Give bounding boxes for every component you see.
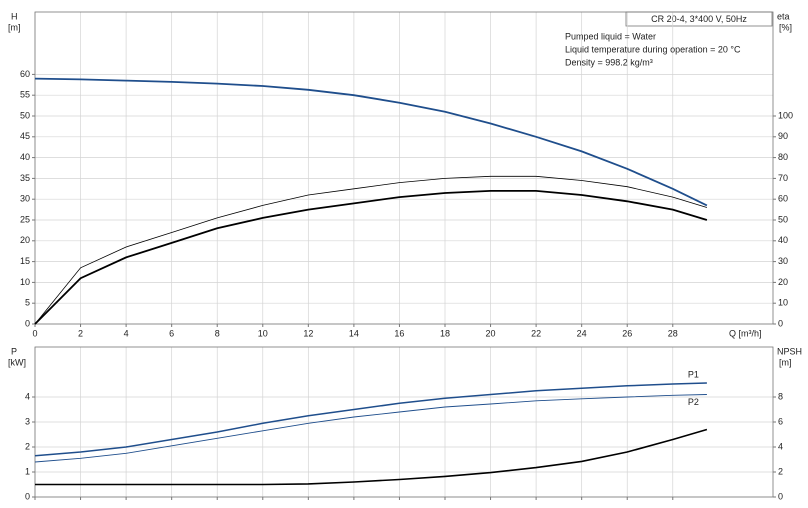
y-tick-label: 50 [20, 110, 30, 120]
y2-tick-label: 30 [778, 256, 788, 266]
y2-tick-label: 8 [778, 391, 783, 401]
x-tick-label: 12 [303, 328, 313, 338]
y2-tick-label: 40 [778, 235, 788, 245]
y2-tick-label: 100 [778, 110, 793, 120]
y2-tick-label: 90 [778, 131, 788, 141]
x-tick-label: 16 [394, 328, 404, 338]
plot-frame [34, 11, 774, 325]
y-tick-label: 30 [20, 194, 30, 204]
y2-axis-unit: [%] [779, 22, 792, 32]
series-label: P1 [688, 369, 699, 379]
y-axis-unit: [m] [8, 22, 21, 32]
y2-tick-label: 50 [778, 214, 788, 224]
y-tick-label: 25 [20, 214, 30, 224]
series-label: P2 [688, 397, 699, 407]
x-tick-label: 28 [668, 328, 678, 338]
y2-tick-label: 6 [778, 416, 783, 426]
y2-tick-label: 80 [778, 152, 788, 162]
x-tick-label: 22 [531, 328, 541, 338]
y2-tick-label: 70 [778, 173, 788, 183]
y-tick-label: 2 [25, 441, 30, 451]
y2-tick-label: 0 [778, 318, 783, 328]
y-tick-label: 1 [25, 466, 30, 476]
x-tick-label: 14 [349, 328, 359, 338]
y-tick-label: 5 [25, 298, 30, 308]
y-tick-label: 40 [20, 152, 30, 162]
y-axis-unit: [kW] [8, 357, 26, 367]
y2-axis-unit: [m] [779, 357, 792, 367]
y2-axis-label: NPSH [777, 346, 802, 356]
y-tick-label: 55 [20, 90, 30, 100]
y2-tick-label: 2 [778, 466, 783, 476]
y-tick-label: 0 [25, 318, 30, 328]
series-line [34, 394, 707, 463]
x-tick-label: 2 [78, 328, 83, 338]
y-tick-label: 15 [20, 256, 30, 266]
y-tick-label: 4 [25, 391, 30, 401]
y-tick-label: 45 [20, 131, 30, 141]
x-tick-label: 24 [577, 328, 587, 338]
y-tick-label: 10 [20, 277, 30, 287]
series-line [34, 77, 708, 207]
y-axis-label: P [11, 346, 17, 356]
series-line [34, 190, 708, 325]
series-line [35, 428, 708, 486]
x-tick-label: 6 [169, 328, 174, 338]
x-tick-label: 4 [124, 328, 129, 338]
x-tick-label: 26 [622, 328, 632, 338]
annotation: Density = 998.2 kg/m³ [565, 57, 653, 67]
y-tick-label: 20 [20, 235, 30, 245]
x-tick-label: 10 [258, 328, 268, 338]
x-axis-label: Q [m³/h] [729, 328, 762, 338]
series-line [34, 382, 707, 457]
x-tick-label: 20 [486, 328, 496, 338]
y2-tick-label: 60 [778, 194, 788, 204]
annotation: Pumped liquid = Water [565, 31, 656, 41]
y-tick-label: 0 [25, 491, 30, 501]
y2-tick-label: 4 [778, 441, 783, 451]
x-tick-label: 8 [215, 328, 220, 338]
x-tick-label: 18 [440, 328, 450, 338]
y-tick-label: 35 [20, 173, 30, 183]
y-tick-label: 3 [25, 416, 30, 426]
annotation: Liquid temperature during operation = 20… [565, 44, 741, 54]
x-tick-label: 0 [32, 328, 37, 338]
y2-tick-label: 20 [778, 277, 788, 287]
series-line [34, 175, 708, 325]
y2-axis-label: eta [777, 11, 790, 21]
y2-tick-label: 0 [778, 491, 783, 501]
model-label: CR 20-4, 3*400 V, 50Hz [651, 14, 747, 24]
y2-tick-label: 10 [778, 298, 788, 308]
y-axis-label: H [11, 11, 18, 21]
y-tick-label: 60 [20, 69, 30, 79]
